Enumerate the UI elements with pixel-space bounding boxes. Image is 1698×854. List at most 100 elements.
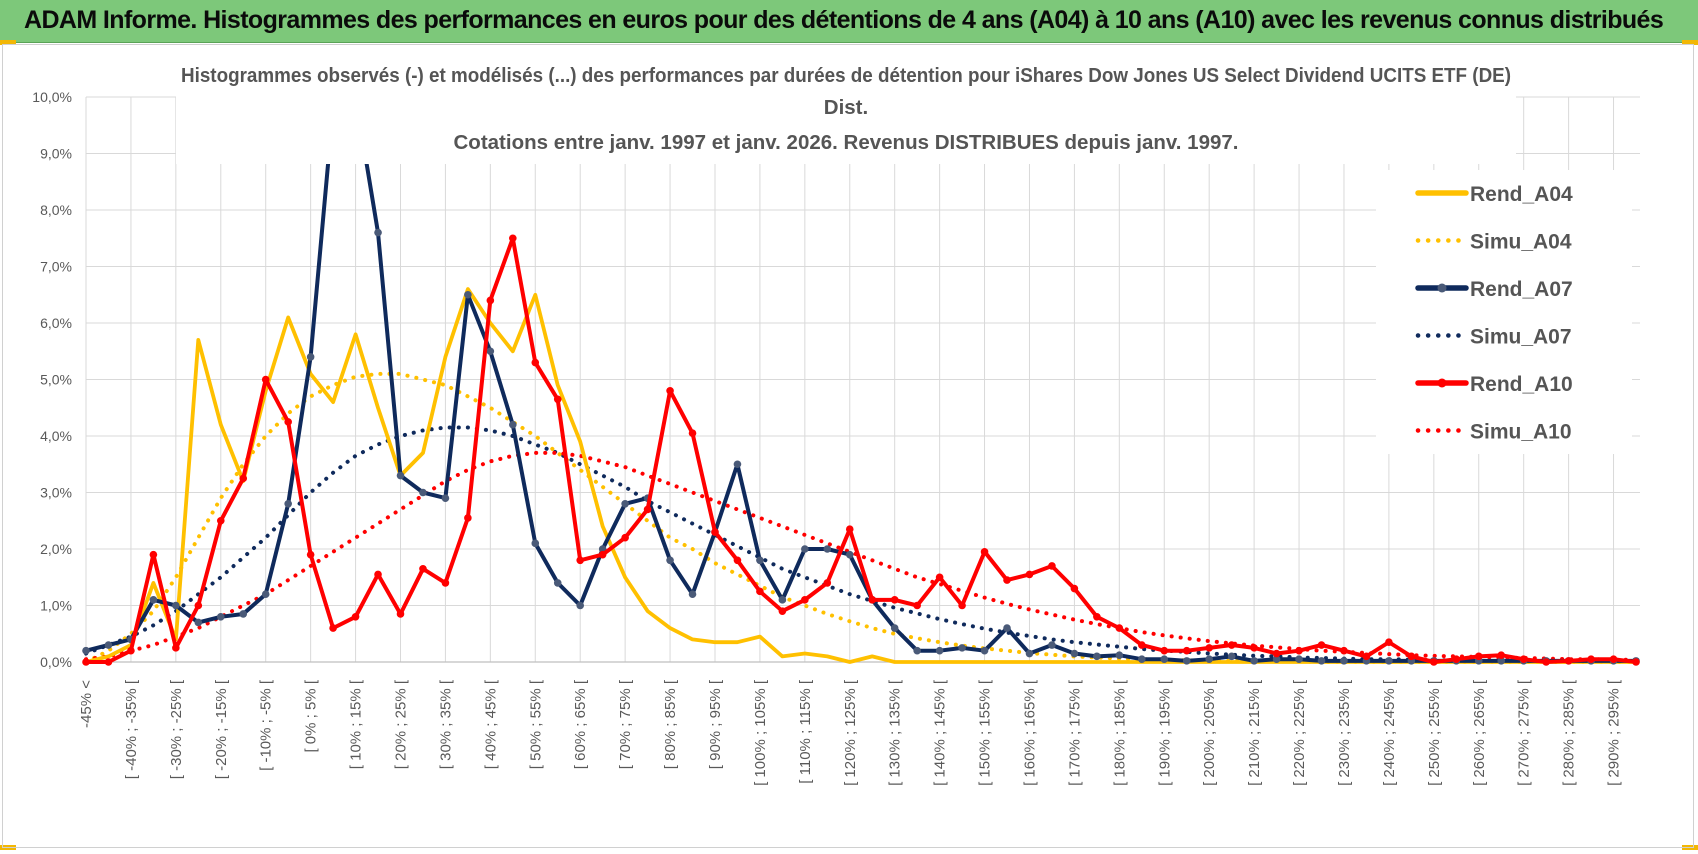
rend-a10-point — [1250, 644, 1258, 652]
x-tick-label: [ 250% ; 255% [ — [1426, 679, 1443, 786]
legend-background — [1376, 170, 1632, 454]
title-banner: ADAM Informe. Histogrammes des performan… — [0, 0, 1698, 43]
x-tick-label: [ 160% ; 165% [ — [1021, 679, 1038, 786]
x-tick-label: [ 20% ; 25% [ — [392, 679, 409, 769]
series-simu-a07 — [84, 425, 1638, 664]
rend-a10-point — [284, 418, 292, 426]
rend-a07-point — [1025, 649, 1034, 658]
legend-label-simu-a04: Simu_A04 — [1470, 231, 1572, 254]
rend-a10-point — [1003, 576, 1011, 584]
rend-a10-point — [598, 550, 607, 559]
y-tick-label: 2,0% — [40, 541, 72, 557]
rend-a07-point — [756, 556, 764, 565]
chart-title-line: Histogrammes observés (-) et modélisés (… — [181, 64, 1511, 87]
chart-title-line: Dist. — [824, 96, 868, 119]
rend-a07-point — [576, 601, 585, 610]
rend-a10-point — [1227, 641, 1236, 649]
rend-a07-point — [149, 596, 158, 604]
chart-title-line: Cotations entre janv. 1997 et janv. 2026… — [454, 131, 1239, 154]
x-tick-label: [ -40% ; -35% [ — [123, 679, 140, 779]
legend-label-simu-a10: Simu_A10 — [1470, 421, 1572, 444]
x-tick-label: [ 260% ; 265% [ — [1471, 679, 1488, 786]
rend-a10-point — [127, 646, 135, 655]
rend-a07-point — [823, 545, 832, 553]
rend-a07-point — [396, 471, 405, 480]
rend-a07-point — [778, 596, 787, 604]
x-tick-label: [ 40% ; 45% [ — [482, 679, 499, 769]
rend-a07-point — [890, 624, 899, 632]
rend-a07-point — [621, 500, 629, 508]
x-tick-label: [ 220% ; 225% [ — [1291, 679, 1308, 786]
rend-a10-point — [1407, 652, 1416, 661]
rend-a07-point — [306, 353, 315, 361]
x-tick-label: [ 60% ; 65% [ — [572, 679, 589, 769]
rend-a10-point — [576, 556, 585, 565]
rend-a10-point — [823, 579, 832, 587]
rend-a10-point — [1609, 655, 1618, 663]
rend-a07-point — [104, 641, 113, 649]
rend-a07-point — [733, 460, 742, 469]
rend-a10-point — [1070, 584, 1079, 593]
rend-a07-point — [1227, 652, 1236, 661]
corner-accent-top-right — [1682, 40, 1698, 45]
rend-a07-point — [666, 556, 674, 565]
x-tick-label: [ 10% ; 15% [ — [348, 679, 365, 769]
legend-label-rend-a10: Rend_A10 — [1470, 373, 1573, 396]
rend-a07-point — [1317, 657, 1326, 665]
x-tick-label: [ 280% ; 285% [ — [1561, 679, 1578, 786]
y-tick-label: 5,0% — [40, 372, 72, 388]
rend-a07-point — [1205, 655, 1213, 663]
rend-a07-point — [509, 420, 517, 429]
corner-accent-top-left — [0, 40, 16, 45]
x-tick-label: [ -30% ; -25% [ — [168, 679, 185, 779]
x-tick-label: [ 240% ; 245% [ — [1381, 679, 1398, 786]
rend-a10-point — [1272, 649, 1281, 658]
x-tick-label: -45% < — [78, 680, 95, 728]
rend-a10-point — [1564, 657, 1573, 665]
rend-a10-point — [82, 658, 90, 666]
simu-a04-line — [84, 371, 1638, 664]
x-tick-label: [ 80% ; 85% [ — [662, 679, 679, 769]
rend-a07-point — [374, 228, 382, 237]
y-tick-label: 6,0% — [40, 315, 72, 331]
legend-marker-rend-a07 — [1437, 283, 1447, 293]
y-tick-label: 3,0% — [40, 485, 72, 501]
rend-a07-point — [845, 550, 854, 559]
rend-a10-point — [553, 395, 562, 404]
series-simu-a04 — [84, 371, 1638, 664]
legend: Rend_A04 Simu_A04 Rend_A07 Simu_A07 Rend_A10… — [1376, 170, 1632, 454]
rend-a07-point — [82, 646, 90, 655]
rend-a10-point — [958, 601, 966, 610]
rend-a10-point — [329, 624, 337, 632]
rend-a07-point — [531, 539, 540, 548]
banner-title: ADAM Informe. Histogrammes des performan… — [24, 6, 1664, 34]
rend-a07-point — [1250, 657, 1258, 665]
x-tick-label: [ 230% ; 235% [ — [1336, 679, 1353, 786]
rend-a07-point — [1093, 652, 1101, 661]
rend-a07-point — [801, 545, 809, 553]
rend-a10-point — [1452, 655, 1461, 663]
rend-a10-point — [1632, 658, 1640, 666]
rend-a10-point — [980, 548, 989, 556]
rend-a10-point — [1317, 641, 1326, 649]
x-tick-label: [ 270% ; 275% [ — [1516, 679, 1533, 786]
rend-a07-point — [1340, 657, 1348, 665]
rend-a07-point — [1160, 655, 1169, 663]
rend-a07-point — [194, 618, 203, 627]
rend-a07-point — [1385, 657, 1393, 665]
rend-a10-point — [1430, 658, 1438, 666]
rend-a10-point — [531, 358, 540, 367]
legend-marker-rend-a10 — [1437, 378, 1447, 388]
x-tick-label: [ 200% ; 205% [ — [1201, 679, 1218, 786]
rend-a10-line — [84, 236, 1638, 664]
rend-a10-point — [1048, 562, 1056, 570]
y-axis-ticks: 0,0% 1,0% 2,0% 3,0% 4,0% 5,0% 6,0% 7,0% 8,0% 9,0%… — [32, 89, 72, 670]
rend-a07-point — [913, 646, 921, 655]
rend-a10-point — [756, 587, 764, 596]
rend-a10-point — [801, 596, 809, 604]
rend-a07-point — [553, 579, 562, 587]
x-tick-label: [ 90% ; 95% [ — [707, 679, 724, 769]
y-tick-label: 1,0% — [40, 598, 72, 614]
rend-a10-point — [666, 387, 674, 395]
